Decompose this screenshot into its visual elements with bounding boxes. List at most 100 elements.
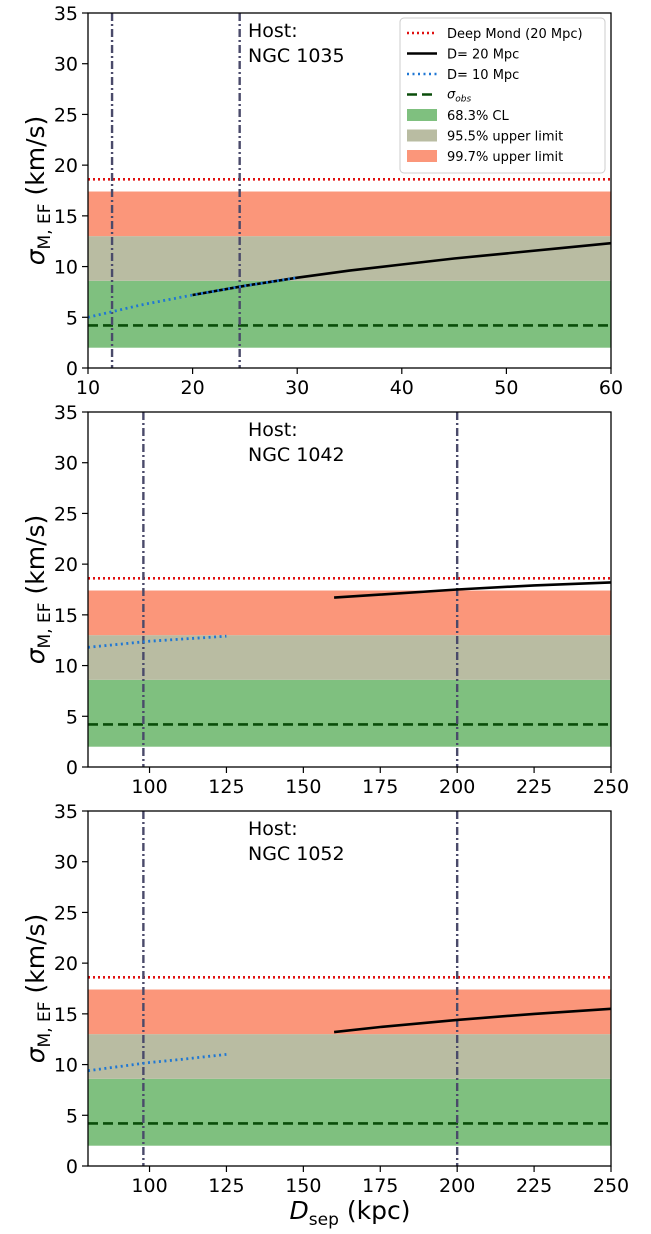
y-tick-label: 35 (54, 402, 78, 424)
x-tick-label: 20 (181, 377, 205, 399)
y-tick-label: 5 (66, 1105, 78, 1127)
plot-area (88, 13, 611, 368)
y-tick-label: 35 (54, 801, 78, 823)
y-axis-label: σM, EF (km/s) (21, 914, 55, 1064)
x-tick-label: 125 (208, 776, 244, 798)
y-tick-label: 25 (54, 503, 78, 525)
y-tick-label: 20 (54, 953, 78, 975)
x-tick-label: 225 (516, 776, 552, 798)
x-tick-label: 250 (593, 776, 629, 798)
x-tick-label: 125 (208, 1175, 244, 1197)
x-tick-label: 250 (593, 1175, 629, 1197)
x-axis-label-unit: (kpc) (339, 1196, 411, 1225)
legend-label-d20: D= 20 Mpc (447, 48, 519, 63)
y-tick-label: 0 (66, 1156, 78, 1178)
axes-frame (87, 810, 612, 1167)
y-axis-label-sub: M, EF (35, 1001, 55, 1047)
y-tick-label: 0 (66, 757, 78, 779)
y-axis-label-sigma: σ (21, 248, 50, 265)
axes-frame (87, 12, 612, 369)
x-tick-label: 200 (439, 1175, 475, 1197)
legend-label-d10: D= 10 Mpc (447, 68, 519, 83)
band-68-cl (88, 1078, 611, 1146)
legend: Deep Mond (20 Mpc) D= 20 Mpc D= 10 Mpc σobs… (399, 17, 606, 174)
x-tick-label: 175 (362, 1175, 398, 1197)
legend-box (399, 17, 606, 174)
legend-label-sigma-obs: σobs (447, 88, 471, 105)
y-axis-label: σM, EF (km/s) (21, 116, 55, 266)
x-axis-label-D: D (290, 1196, 309, 1225)
plot-area (88, 412, 611, 767)
x-tick-label: 175 (362, 776, 398, 798)
y-tick-label: 0 (66, 358, 78, 380)
host-label: Host: (248, 20, 298, 42)
y-tick-label: 30 (54, 453, 78, 475)
y-tick-label: 10 (54, 1055, 78, 1077)
y-axis-label-sigma: σ (21, 647, 50, 664)
legend-label-deep_mond: Deep Mond (20 Mpc) (447, 27, 583, 42)
plot-area (88, 811, 611, 1166)
panel-2: 0 5 10 15 20 25 30 35 100 125 150 175 200 225 250 Host:… (21, 402, 629, 798)
y-tick-label: 30 (54, 54, 78, 76)
y-tick-label: 10 (54, 257, 78, 279)
series-d10-line (88, 634, 227, 649)
x-axis-label: Dsep (kpc) (290, 1196, 411, 1230)
x-tick-label: 50 (494, 377, 518, 399)
y-tick-label: 30 (54, 852, 78, 874)
y-tick-label: 10 (54, 656, 78, 678)
y-axis-label-unit: (km/s) (21, 515, 50, 603)
y-axis-label-sub: M, EF (35, 203, 55, 249)
y-axis-label: σM, EF (km/s) (21, 515, 55, 665)
y-tick-label: 15 (54, 206, 78, 228)
band-997-upper (88, 590, 611, 636)
panel-3: 0 5 10 15 20 25 30 35 100 125 150 175 200 225 250 Host:… (21, 801, 629, 1197)
series-d20-line (333, 1007, 611, 1034)
y-tick-label: 35 (54, 3, 78, 25)
y-tick-label: 5 (66, 706, 78, 728)
legend-swatch-ul95 (407, 129, 437, 142)
y-tick-label: 5 (66, 307, 78, 329)
band-95-upper (88, 635, 611, 680)
x-tick-label: 225 (516, 1175, 552, 1197)
y-tick-label: 20 (54, 554, 78, 576)
y-axis-label-sub: M, EF (35, 602, 55, 648)
x-tick-label: 100 (131, 776, 167, 798)
series-d10-line (88, 276, 298, 319)
y-axis-label-sigma: σ (21, 1046, 50, 1063)
x-axis-label-sub: sep (309, 1210, 339, 1230)
series-d20-line (334, 581, 611, 599)
x-tick-label: 100 (131, 1175, 167, 1197)
band-68-cl (88, 280, 611, 348)
y-tick-label: 15 (54, 1004, 78, 1026)
x-tick-label: 150 (285, 776, 321, 798)
x-tick-label: 150 (285, 1175, 321, 1197)
host-name: NGC 1052 (248, 843, 345, 865)
legend-label-cl68: 68.3% CL (447, 109, 510, 124)
host-name: NGC 1042 (248, 444, 345, 466)
legend-swatch-ul997 (407, 150, 437, 162)
band-997-upper (88, 191, 611, 237)
panel-1: 0 5 10 15 20 25 30 35 10 20 30 40 50 60 Host: NGC 1035 σ… (21, 3, 623, 399)
x-tick-label: 10 (76, 377, 100, 399)
y-tick-label: 20 (54, 155, 78, 177)
legend-label-ul95: 95.5% upper limit (447, 130, 563, 145)
x-tick-label: 60 (599, 377, 623, 399)
y-axis-label-unit: (km/s) (21, 914, 50, 1002)
y-tick-label: 25 (54, 902, 78, 924)
legend-sigma-base: σ (447, 88, 456, 103)
x-tick-label: 40 (390, 377, 414, 399)
series-d10-line (88, 1053, 227, 1073)
legend-sigma-sub: obs (455, 95, 471, 105)
axes-frame (87, 411, 612, 768)
x-tick-label: 30 (285, 377, 309, 399)
y-tick-label: 25 (54, 104, 78, 126)
host-label: Host: (248, 419, 298, 441)
host-label: Host: (248, 818, 298, 840)
band-68-cl (88, 679, 611, 747)
y-tick-label: 15 (54, 605, 78, 627)
legend-label-ul997: 99.7% upper limit (447, 150, 563, 165)
x-tick-label: 200 (439, 776, 475, 798)
host-name: NGC 1035 (248, 45, 345, 67)
band-95-upper (88, 236, 611, 281)
